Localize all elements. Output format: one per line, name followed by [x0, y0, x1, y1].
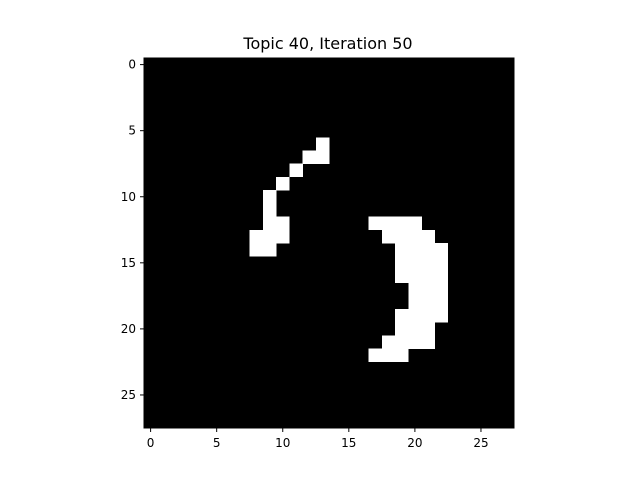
heatmap-cell [434, 282, 449, 297]
y-tick-label: 5 [128, 124, 136, 138]
y-tick-label: 15 [121, 256, 136, 270]
heatmap-cell [434, 309, 449, 323]
heatmap-cell [262, 203, 277, 217]
plot-area [143, 57, 515, 429]
heatmap-cell [249, 243, 264, 257]
y-tick-label: 0 [128, 58, 136, 72]
heatmap-cell [395, 243, 409, 257]
x-tick-label: 20 [407, 436, 422, 450]
heatmap-cell [434, 269, 449, 283]
heatmap-cell [395, 348, 409, 363]
heatmap-cell [421, 322, 436, 336]
heatmap-cell [262, 216, 277, 231]
heatmap-cell [395, 322, 409, 336]
x-tick-label: 0 [147, 436, 155, 450]
x-tick-label: 10 [275, 436, 290, 450]
heatmap-cell [381, 229, 396, 244]
heatmap-cell [408, 335, 422, 350]
heatmap-cell [408, 295, 422, 310]
heatmap-cell [289, 163, 303, 178]
heatmap-cell [276, 176, 290, 191]
heatmap-cell [395, 335, 409, 350]
heatmap-cell [302, 150, 317, 165]
heatmap-cell [368, 216, 383, 231]
y-tick-label: 25 [121, 388, 136, 402]
heatmap-cell [315, 150, 330, 165]
heatmap-cell [315, 137, 330, 151]
heatmap-cell [421, 269, 436, 283]
heatmap-cell [421, 243, 436, 257]
heatmap-cell [381, 348, 396, 363]
heatmap-background [144, 58, 514, 428]
heatmap-cell [381, 335, 396, 350]
heatmap-cell [249, 229, 264, 244]
heatmap-cell [276, 229, 290, 244]
heatmap-cell [395, 216, 409, 231]
plot-frame [143, 57, 515, 429]
heatmap-cell [262, 190, 277, 204]
heatmap-cell [381, 216, 396, 231]
heatmap-cell [434, 256, 449, 270]
heatmap-cell [408, 256, 422, 270]
x-axis: 0 5 10 15 20 25 [147, 428, 489, 450]
heatmap-cell [408, 243, 422, 257]
heatmap-cell [434, 243, 449, 257]
heatmap-cell [395, 309, 409, 323]
chart-title: Topic 40, Iteration 50 [242, 34, 412, 53]
heatmap-cell [421, 295, 436, 310]
heatmap-cell [395, 229, 409, 244]
y-axis: 0 5 10 15 20 25 [121, 58, 144, 402]
heatmap-cell [421, 309, 436, 323]
heatmap-cell [262, 229, 277, 244]
x-tick-label: 25 [473, 436, 488, 450]
heatmap-cell [408, 309, 422, 323]
x-tick-label: 5 [213, 436, 221, 450]
heatmap-cell [421, 282, 436, 297]
x-tick-label: 15 [341, 436, 356, 450]
heatmap-cell [421, 256, 436, 270]
heatmap-cell [434, 295, 449, 310]
y-tick-label: 10 [121, 190, 136, 204]
heatmap-cell [262, 243, 277, 257]
heatmap-cell [395, 269, 409, 283]
heatmap-cell [421, 229, 436, 244]
heatmap-cell [276, 216, 290, 231]
heatmap-cell [368, 348, 383, 363]
heatmap-cell [408, 229, 422, 244]
heatmap-cell [408, 216, 422, 231]
y-tick-label: 20 [121, 322, 136, 336]
heatmap-cell [408, 269, 422, 283]
heatmap-cell [395, 256, 409, 270]
heatmap-cell [421, 335, 436, 350]
heatmap-cell [408, 322, 422, 336]
heatmap-cell [408, 282, 422, 297]
